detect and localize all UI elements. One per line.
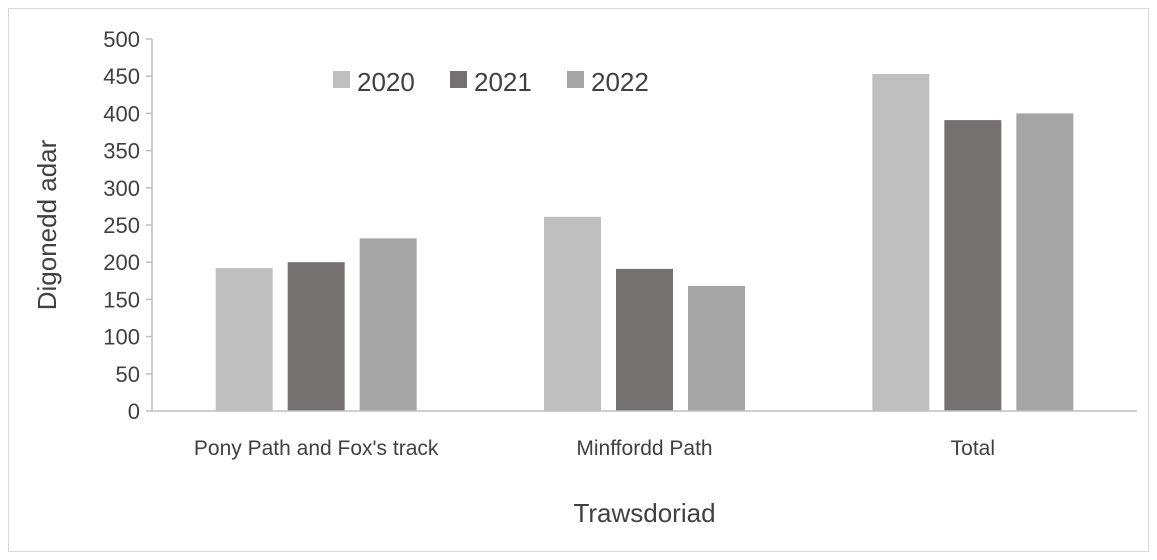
legend-swatch-2021 [450,71,467,88]
y-tick-label: 100 [103,325,140,350]
bar-2020-2 [872,73,930,411]
x-category-label: Total [951,437,995,460]
y-tick-label: 150 [103,287,140,312]
bar-2022-0 [359,238,417,411]
y-axis-title: Digonedd adar [32,139,62,310]
y-tick-label: 300 [103,176,140,201]
legend-label-2020: 2020 [357,67,415,97]
bar-2020-0 [215,268,273,411]
x-category-label: Pony Path and Fox's track [194,437,439,460]
legend-label-2022: 2022 [591,67,649,97]
bar-2021-1 [616,268,673,411]
legend: 2020 2021 2022 [333,67,649,97]
bars [215,73,1074,412]
legend-swatch-2022 [567,71,584,88]
x-axis-title: Trawsdoriad [573,498,715,528]
bar-2022-1 [688,286,745,411]
bar-2022-2 [1016,113,1074,412]
y-tick-label: 450 [103,64,140,89]
bar-2021-0 [287,262,345,411]
y-tick-label: 0 [128,399,140,424]
y-tick-label: 200 [103,250,140,275]
x-axis-categories: Pony Path and Fox's track Minffordd Path T… [194,437,995,460]
y-tick-label: 400 [103,101,140,126]
y-tick-label: 350 [103,139,140,164]
y-tick-label: 250 [103,213,140,238]
x-category-label: Minffordd Path [576,437,712,460]
legend-label-2021: 2021 [474,67,532,97]
y-axis-ticks: 0 50 100 150 200 250 300 350 400 450 500 [103,27,152,424]
y-tick-label: 50 [116,362,140,387]
legend-swatch-2020 [333,71,350,88]
bar-2020-1 [544,216,601,411]
y-tick-label: 500 [103,27,140,52]
bar-2021-2 [944,120,1002,411]
